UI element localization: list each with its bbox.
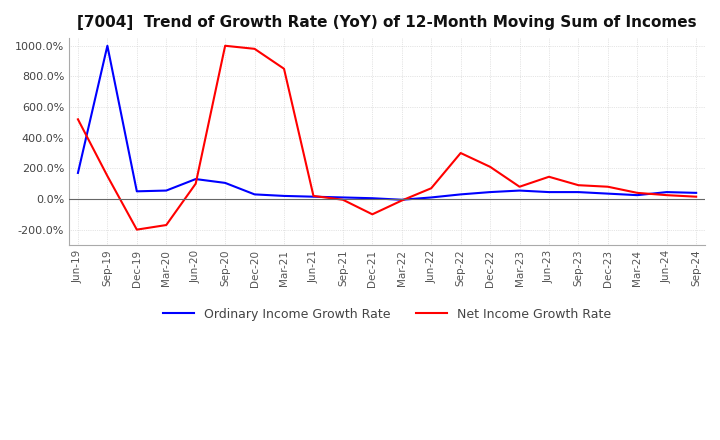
Ordinary Income Growth Rate bbox=[279, 193, 288, 198]
Ordinary Income Growth Rate bbox=[162, 188, 171, 193]
Net Income Growth Rate bbox=[73, 117, 82, 122]
Net Income Growth Rate bbox=[368, 212, 377, 217]
Net Income Growth Rate bbox=[486, 164, 495, 169]
Net Income Growth Rate bbox=[427, 186, 436, 191]
Ordinary Income Growth Rate bbox=[221, 180, 230, 186]
Net Income Growth Rate bbox=[692, 194, 701, 199]
Ordinary Income Growth Rate bbox=[427, 195, 436, 200]
Net Income Growth Rate bbox=[103, 173, 112, 179]
Ordinary Income Growth Rate bbox=[603, 191, 612, 196]
Line: Ordinary Income Growth Rate: Ordinary Income Growth Rate bbox=[78, 46, 696, 200]
Net Income Growth Rate bbox=[544, 174, 553, 180]
Ordinary Income Growth Rate bbox=[73, 170, 82, 176]
Net Income Growth Rate bbox=[574, 183, 582, 188]
Ordinary Income Growth Rate bbox=[397, 197, 406, 202]
Legend: Ordinary Income Growth Rate, Net Income Growth Rate: Ordinary Income Growth Rate, Net Income … bbox=[158, 303, 616, 326]
Net Income Growth Rate bbox=[132, 227, 141, 232]
Ordinary Income Growth Rate bbox=[486, 190, 495, 195]
Net Income Growth Rate bbox=[633, 190, 642, 195]
Title: [7004]  Trend of Growth Rate (YoY) of 12-Month Moving Sum of Incomes: [7004] Trend of Growth Rate (YoY) of 12-… bbox=[77, 15, 697, 30]
Net Income Growth Rate bbox=[603, 184, 612, 189]
Net Income Growth Rate bbox=[279, 66, 288, 71]
Net Income Growth Rate bbox=[516, 184, 524, 189]
Ordinary Income Growth Rate bbox=[516, 188, 524, 193]
Net Income Growth Rate bbox=[456, 150, 465, 156]
Ordinary Income Growth Rate bbox=[544, 190, 553, 195]
Ordinary Income Growth Rate bbox=[662, 190, 671, 195]
Ordinary Income Growth Rate bbox=[309, 194, 318, 199]
Net Income Growth Rate bbox=[192, 181, 200, 186]
Ordinary Income Growth Rate bbox=[132, 189, 141, 194]
Ordinary Income Growth Rate bbox=[251, 192, 259, 197]
Ordinary Income Growth Rate bbox=[338, 195, 347, 200]
Ordinary Income Growth Rate bbox=[192, 176, 200, 182]
Line: Net Income Growth Rate: Net Income Growth Rate bbox=[78, 46, 696, 230]
Net Income Growth Rate bbox=[162, 222, 171, 227]
Ordinary Income Growth Rate bbox=[574, 190, 582, 195]
Net Income Growth Rate bbox=[338, 197, 347, 202]
Ordinary Income Growth Rate bbox=[103, 43, 112, 48]
Net Income Growth Rate bbox=[662, 193, 671, 198]
Net Income Growth Rate bbox=[397, 198, 406, 203]
Net Income Growth Rate bbox=[221, 43, 230, 48]
Ordinary Income Growth Rate bbox=[692, 190, 701, 195]
Ordinary Income Growth Rate bbox=[633, 193, 642, 198]
Ordinary Income Growth Rate bbox=[456, 192, 465, 197]
Net Income Growth Rate bbox=[251, 46, 259, 51]
Ordinary Income Growth Rate bbox=[368, 196, 377, 201]
Net Income Growth Rate bbox=[309, 193, 318, 198]
